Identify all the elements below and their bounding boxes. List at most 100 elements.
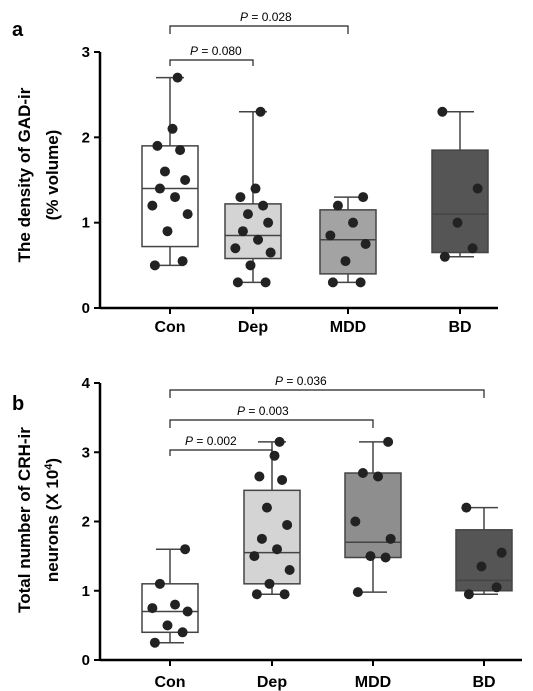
data-point	[149, 260, 160, 271]
data-point	[159, 166, 170, 177]
data-point	[325, 230, 336, 241]
p-symbol: P	[190, 44, 198, 58]
data-point	[452, 217, 463, 228]
box-group-bd	[431, 106, 489, 262]
data-point	[467, 243, 478, 254]
data-point	[251, 589, 262, 600]
panel-letter: a	[12, 19, 24, 41]
significance-label: P = 0.028	[240, 10, 292, 24]
x-category-label: BD	[448, 319, 471, 336]
data-point	[463, 589, 474, 600]
data-point	[255, 106, 266, 117]
y-tick-label: 3	[82, 44, 90, 61]
p-value: = 0.036	[283, 374, 327, 388]
panel-letter: b	[12, 393, 24, 415]
box-iqr	[344, 472, 402, 559]
data-point	[340, 256, 351, 267]
data-point	[284, 564, 295, 575]
data-point	[373, 471, 384, 482]
data-point	[237, 226, 248, 237]
y-tick-label: 4	[82, 375, 91, 392]
box-group-con	[141, 72, 199, 271]
data-point	[250, 183, 261, 194]
p-value: = 0.002	[193, 434, 237, 448]
data-point	[385, 533, 396, 544]
box-group-mdd	[319, 192, 377, 288]
data-point	[277, 474, 288, 485]
data-point	[175, 145, 186, 156]
y-tick-label: 2	[82, 129, 90, 146]
data-point	[180, 175, 191, 185]
data-point	[380, 552, 391, 563]
x-category-label: Con	[154, 674, 185, 691]
y-tick-label: 1	[82, 583, 90, 600]
x-category-label: Dep	[257, 674, 287, 691]
data-point	[177, 627, 188, 638]
data-point	[177, 256, 188, 267]
data-point	[472, 183, 483, 194]
y-axis-title-line1: The density of GAD-ir	[15, 87, 34, 262]
significance-bracket	[169, 59, 254, 66]
y-tick-label: 0	[82, 652, 90, 669]
data-point	[253, 234, 264, 245]
y-axis-title-line2: (% volume)	[43, 130, 62, 221]
data-point	[260, 277, 271, 288]
data-point	[256, 533, 267, 544]
p-value: = 0.080	[198, 44, 242, 58]
data-point	[355, 277, 366, 288]
data-point	[254, 471, 265, 482]
data-point	[496, 547, 507, 558]
data-point	[282, 519, 293, 530]
p-value: = 0.003	[245, 404, 289, 418]
p-value: = 0.028	[248, 10, 292, 24]
y-tick-label: 3	[82, 444, 90, 461]
data-point	[269, 450, 280, 461]
box-iqr	[431, 149, 489, 254]
panel-a: a 0 1 2 3 The density of GAD-ir (% volume) Con D…	[12, 10, 498, 336]
data-point	[265, 247, 276, 258]
data-point	[182, 606, 193, 617]
p-symbol: P	[185, 434, 193, 448]
data-point	[147, 603, 158, 614]
data-point	[437, 106, 448, 117]
data-point	[332, 200, 343, 211]
data-point	[461, 502, 472, 513]
data-point	[149, 637, 160, 648]
data-point	[154, 183, 165, 194]
data-point	[242, 209, 253, 220]
box-group-dep	[243, 436, 301, 600]
significance-bracket	[169, 389, 485, 398]
data-point	[182, 209, 193, 220]
data-point	[350, 516, 361, 527]
data-point	[383, 436, 394, 447]
data-point	[147, 200, 158, 211]
box-iqr	[455, 529, 513, 592]
x-category-label: MDD	[330, 319, 366, 336]
box-group-bd	[455, 502, 513, 600]
data-point	[360, 239, 371, 249]
data-point	[348, 217, 359, 228]
significance-label: P = 0.003	[237, 404, 289, 418]
y-tick-label: 1	[82, 215, 90, 232]
y-axis-title-suffix: )	[43, 458, 62, 464]
p-symbol: P	[240, 10, 248, 24]
p-symbol: P	[237, 404, 245, 418]
data-point	[476, 561, 487, 572]
data-point	[491, 582, 502, 593]
data-point	[232, 277, 243, 288]
data-point	[274, 436, 285, 447]
y-axis-title-line1: Total number of CRH-ir	[15, 427, 34, 613]
data-point	[170, 599, 181, 610]
x-category-label: MDD	[355, 674, 391, 691]
significance-label: P = 0.080	[190, 44, 242, 58]
y-axis-title-line2: neurons (X 104)	[43, 458, 62, 582]
box-group-con	[141, 544, 199, 648]
box-group-mdd	[344, 436, 402, 598]
data-point	[180, 544, 191, 555]
data-point	[365, 551, 376, 562]
p-symbol: P	[275, 374, 283, 388]
box-group-dep	[224, 106, 282, 288]
data-point	[439, 251, 450, 262]
data-point	[358, 192, 369, 203]
y-tick-label: 2	[82, 514, 90, 531]
